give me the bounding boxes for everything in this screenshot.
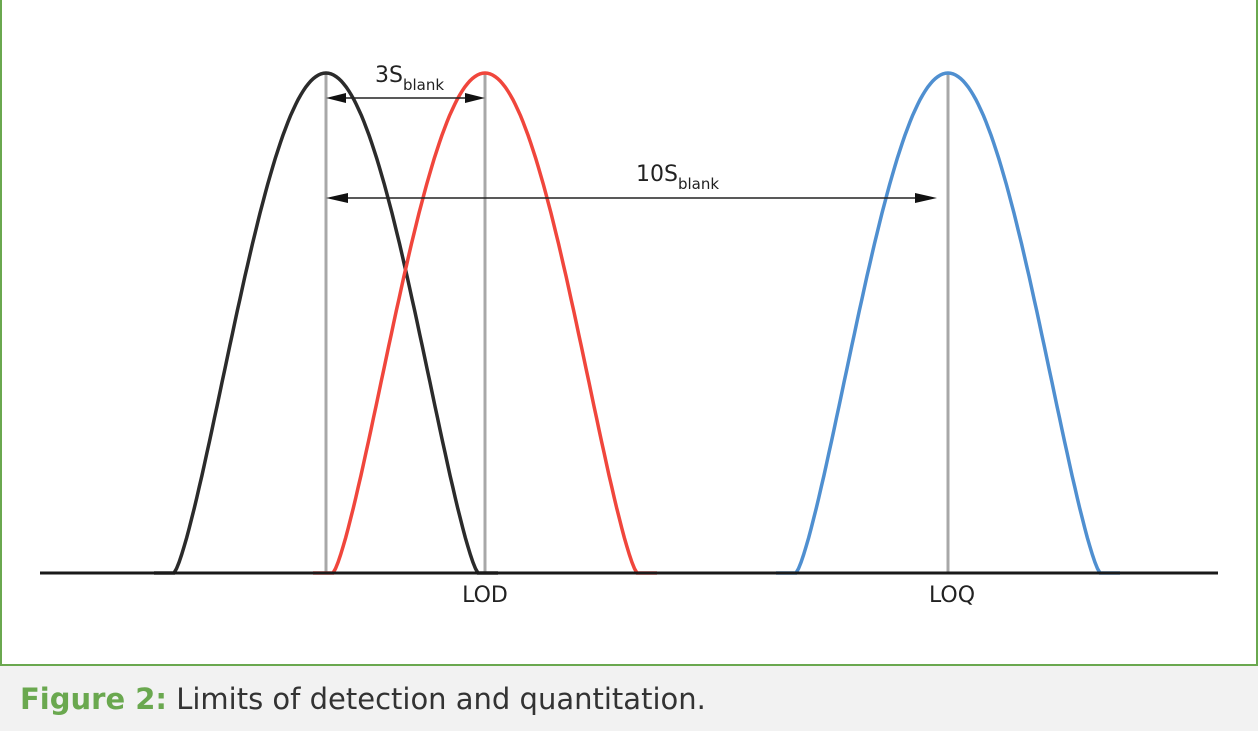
caption-text: Limits of detection and quantitation.	[167, 682, 706, 716]
span-3s-label: 3Sblank	[375, 63, 444, 94]
lod-distribution-curve	[313, 71, 657, 575]
loq-label: LOQ	[929, 583, 975, 608]
figure-number: Figure 2:	[20, 682, 167, 716]
lod-label: LOD	[462, 583, 508, 608]
span-10s-label: 10Sblank	[636, 162, 719, 193]
figure-caption: Figure 2: Limits of detection and quanti…	[20, 682, 706, 716]
lod-loq-diagram: 3Sblank 10Sblank LOD LOQ	[40, 63, 1218, 608]
span-10s-arrow	[326, 193, 937, 203]
blank-distribution-curve	[154, 71, 498, 575]
span-3s-arrow	[326, 93, 485, 103]
caption-band	[0, 664, 1258, 731]
loq-distribution-curve	[776, 71, 1120, 575]
